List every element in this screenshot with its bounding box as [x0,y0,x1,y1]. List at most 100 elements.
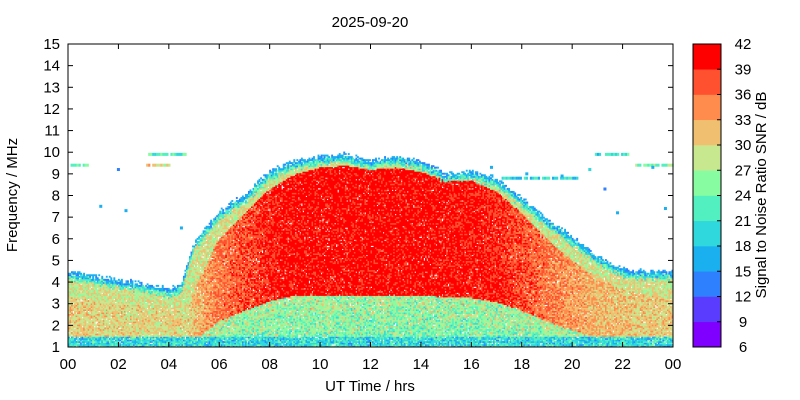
heatmap-cell [411,342,414,345]
heatmap-cell [273,339,276,342]
heatmap-cell [626,331,630,334]
heatmap-cell [172,342,176,345]
heatmap-cell [574,334,577,337]
heatmap-cell [441,342,446,345]
heatmap-cell [594,330,597,333]
heatmap-cell [279,345,282,348]
heatmap-cell [388,339,391,342]
heatmap-cell [435,334,439,337]
heatmap-cell [586,330,589,333]
heatmap-cell [201,331,204,334]
heatmap-cell [172,333,176,336]
heatmap-cell [322,345,325,348]
heatmap-cell [99,342,107,345]
heatmap-cell [89,328,93,331]
heatmap-cell [287,333,290,336]
heatmap-cell [352,331,355,334]
heatmap-cell [621,337,625,340]
heatmap-cell [331,331,334,334]
heatmap-cell [477,331,480,334]
heatmap-cell [231,336,235,339]
heatmap-cell [278,345,281,348]
heatmap-cell [520,345,523,348]
heatmap-cell [96,345,99,348]
heatmap-cell [453,330,456,333]
heatmap-cell [564,343,567,346]
heatmap-cell [279,339,282,342]
heatmap-cell [412,340,415,343]
heatmap-cell [441,336,446,339]
heatmap-cell [353,331,356,334]
heatmap-cell [128,336,131,339]
heatmap-cell [69,331,72,334]
heatmap-cell [465,337,470,340]
heatmap-cell [518,342,521,345]
heatmap-cell [502,342,508,345]
heatmap-cell [629,343,632,346]
heatmap-cell [102,336,105,339]
heatmap-cell [503,331,508,334]
heatmap-cell [164,331,167,334]
heatmap-cell [254,331,256,334]
heatmap-cell [343,331,346,334]
heatmap-cell [511,339,514,342]
heatmap-cell [491,330,494,333]
heatmap-cell [176,331,179,334]
heatmap-cell [205,333,208,336]
heatmap-cell [580,330,588,333]
heatmap-cell [276,336,279,339]
heatmap-cell [204,343,208,346]
heatmap-cell [607,340,610,343]
heatmap-cell [372,337,377,340]
heatmap-cell [157,330,161,333]
heatmap-cell [137,334,140,337]
heatmap-cell [232,343,240,346]
heatmap-cell [568,343,571,346]
heatmap-cell [72,330,76,333]
heatmap-cell [267,340,276,343]
heatmap-cell [299,333,302,336]
heatmap-cell [184,333,187,336]
heatmap-cell [160,340,163,343]
heatmap-cell [196,340,199,343]
heatmap-cell [119,343,122,346]
heatmap-cell [68,343,70,346]
heatmap-cell [83,343,86,346]
heatmap-cell [387,340,390,343]
heatmap-cell [607,331,610,334]
heatmap-cell [444,337,447,340]
heatmap-cell [523,333,527,336]
heatmap-cell [547,336,550,339]
heatmap-cell [246,339,250,342]
heatmap-cell [470,340,474,343]
heatmap-cell [244,333,249,336]
heatmap-cell [349,343,352,346]
heatmap-cell [237,334,240,337]
heatmap-cell [400,339,403,342]
heatmap-cell [656,339,659,342]
heatmap-cell [189,334,191,337]
heatmap-cell [143,345,146,348]
heatmap-cell [368,337,371,340]
heatmap-cell [314,334,317,337]
heatmap-cell [462,334,465,337]
heatmap-cell [486,340,489,343]
heatmap-cell [201,337,204,340]
heatmap-cell [101,345,104,348]
heatmap-cell [400,333,403,336]
heatmap-cell [155,333,158,336]
heatmap-cell [213,343,216,346]
heatmap-cell [201,339,207,342]
heatmap-cell [213,330,216,333]
heatmap-cell [228,331,231,334]
heatmap-cell [609,343,612,346]
heatmap-cell [489,345,492,348]
heatmap-cell [160,333,163,336]
heatmap-cell [105,328,108,331]
heatmap-cell [638,340,641,343]
heatmap-cell [84,333,87,336]
heatmap-cell [119,339,122,342]
heatmap-cell [243,342,246,345]
heatmap-cell [92,337,95,340]
heatmap-cell [344,342,347,345]
